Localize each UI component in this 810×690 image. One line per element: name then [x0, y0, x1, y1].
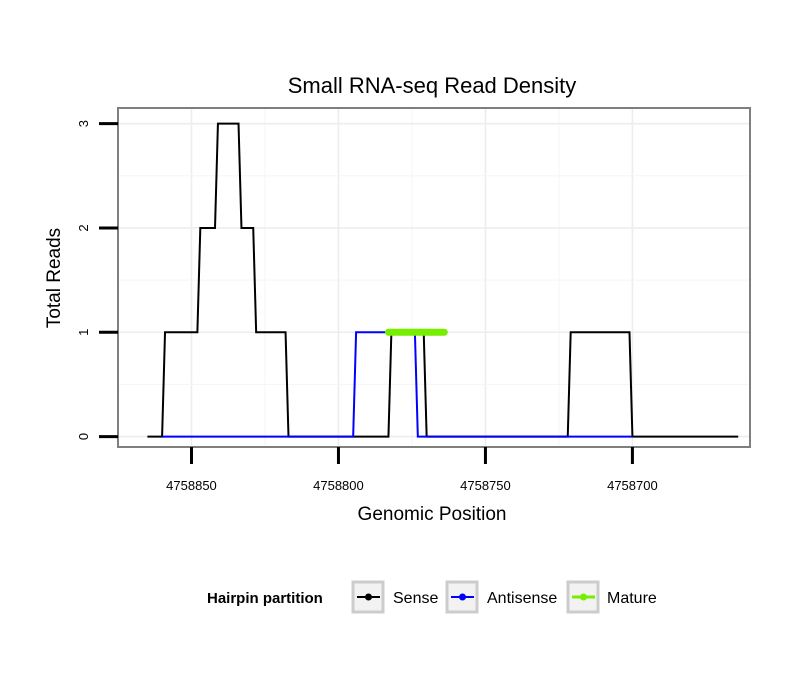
legend-label-antisense: Antisense — [487, 590, 557, 607]
y-axis-title: Total Reads — [44, 228, 65, 328]
legend-label-mature: Mature — [607, 590, 657, 607]
series-line-sense — [147, 122, 739, 438]
y-tick-label: 3 — [76, 120, 91, 127]
y-tick-label: 1 — [76, 329, 91, 336]
legend-key-point — [580, 593, 587, 601]
x-tick-label: 4758850 — [166, 478, 217, 493]
y-tick-label: 2 — [76, 224, 91, 231]
y-axis: 0 1 2 3 — [76, 120, 118, 440]
x-axis-title: Genomic Position — [358, 504, 507, 525]
series-layer — [147, 122, 739, 438]
x-tick-label: 4758750 — [460, 478, 511, 493]
legend-key-point — [365, 593, 372, 601]
legend-title: Hairpin partition — [207, 590, 323, 607]
y-tick-label: 0 — [76, 433, 91, 440]
plot-panel-border — [117, 107, 751, 448]
x-tick-label: 4758700 — [607, 478, 658, 493]
legend: Hairpin partition Sense Antisense Mature — [207, 580, 657, 614]
grid — [118, 108, 750, 447]
x-axis: 4758850 4758800 4758750 4758700 — [166, 447, 658, 493]
legend-key-point — [459, 593, 466, 601]
legend-label-sense: Sense — [393, 590, 438, 607]
x-tick-label: 4758800 — [313, 478, 364, 493]
chart-title: Small RNA-seq Read Density — [288, 73, 577, 98]
